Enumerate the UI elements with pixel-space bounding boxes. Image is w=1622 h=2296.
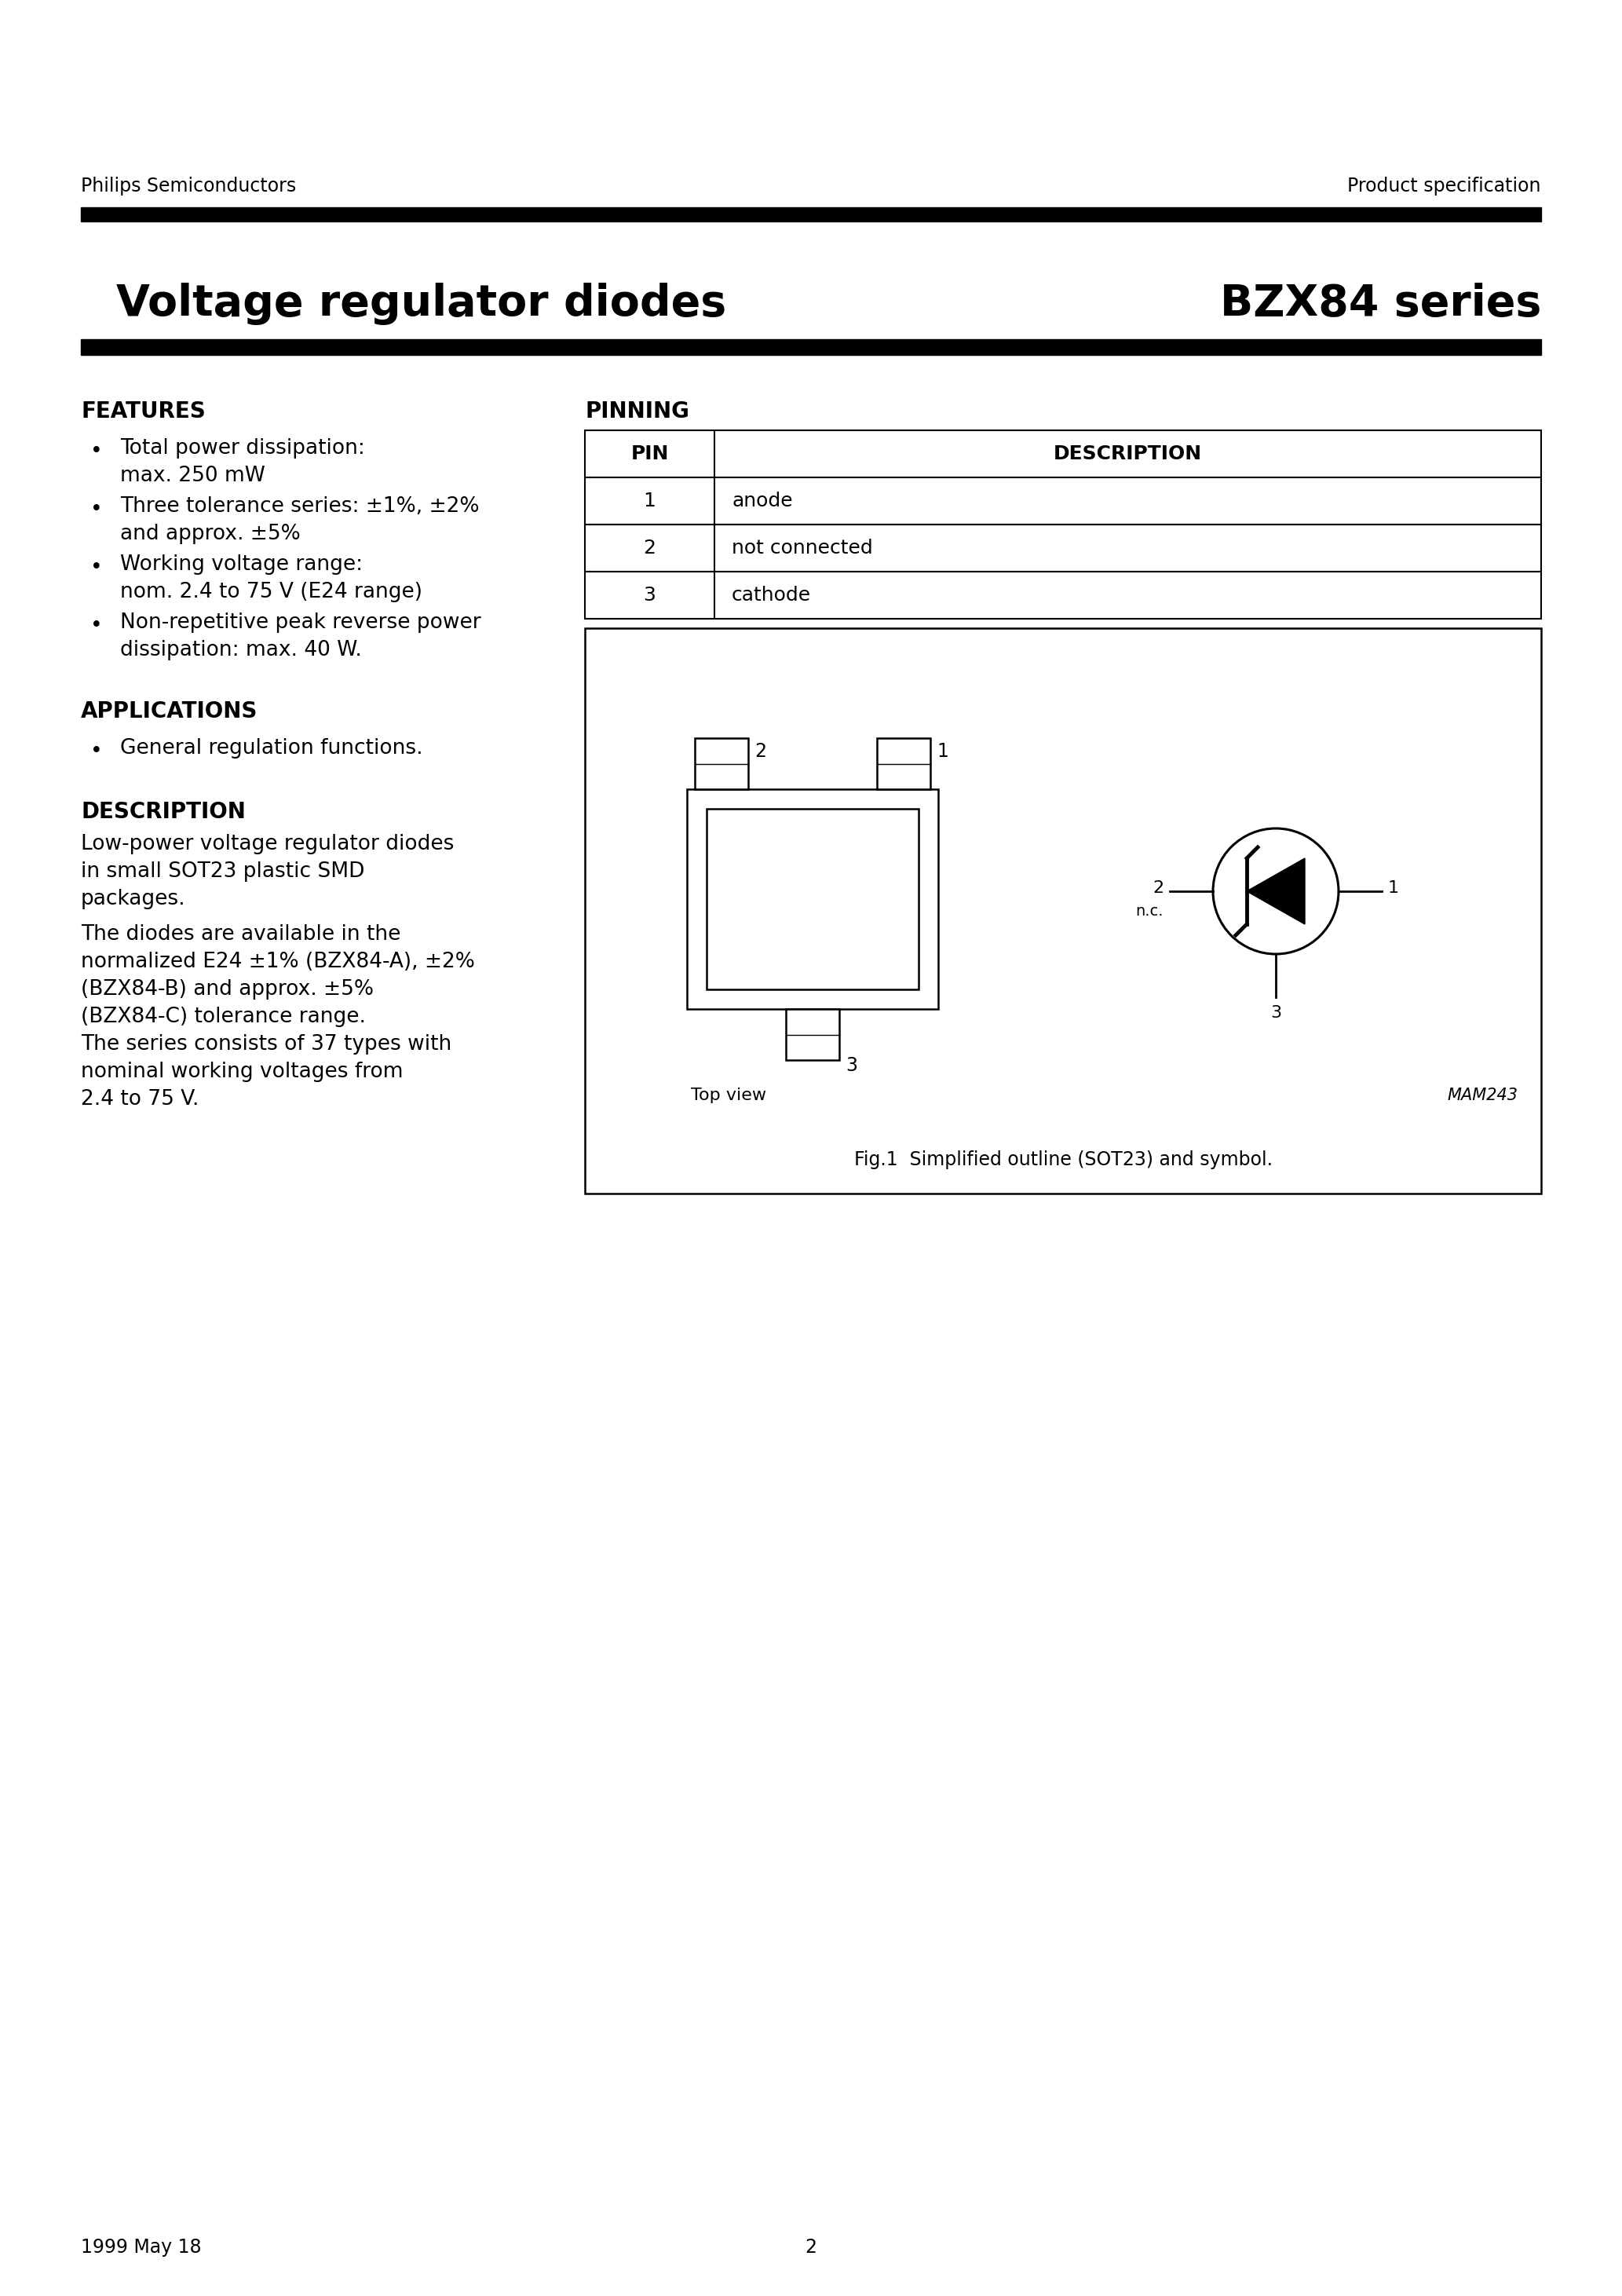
Text: cathode: cathode — [732, 585, 811, 604]
Bar — [688, 790, 938, 1008]
Text: 1: 1 — [936, 742, 949, 760]
Bar — [586, 429, 1541, 478]
Text: Non-repetitive peak reverse power
dissipation: max. 40 W.: Non-repetitive peak reverse power dissip… — [120, 613, 482, 661]
Text: Philips Semiconductors: Philips Semiconductors — [81, 177, 297, 195]
Text: Low-power voltage regulator diodes
in small SOT23 plastic SMD
packages.: Low-power voltage regulator diodes in sm… — [81, 833, 454, 909]
Text: Three tolerance series: ±1%, ±2%
and approx. ±5%: Three tolerance series: ±1%, ±2% and app… — [120, 496, 478, 544]
Text: FEATURES: FEATURES — [81, 400, 206, 422]
Bar — [81, 340, 1541, 356]
Text: •: • — [91, 441, 102, 461]
Bar — [81, 207, 1541, 220]
Text: 3: 3 — [1270, 1006, 1281, 1022]
Bar — [878, 737, 931, 790]
Text: APPLICATIONS: APPLICATIONS — [81, 700, 258, 723]
Bar — [787, 1008, 839, 1061]
Text: n.c.: n.c. — [1135, 905, 1163, 918]
Text: Total power dissipation:
max. 250 mW: Total power dissipation: max. 250 mW — [120, 439, 365, 487]
Text: •: • — [91, 558, 102, 579]
Bar — [694, 737, 748, 790]
Text: 2: 2 — [754, 742, 766, 760]
Text: Voltage regulator diodes: Voltage regulator diodes — [117, 282, 727, 326]
Text: Working voltage range:
nom. 2.4 to 75 V (E24 range): Working voltage range: nom. 2.4 to 75 V … — [120, 553, 422, 602]
Text: 2: 2 — [805, 2239, 817, 2257]
Text: DESCRIPTION: DESCRIPTION — [1054, 445, 1202, 464]
Bar — [586, 572, 1541, 618]
Text: BZX84 series: BZX84 series — [1220, 282, 1541, 326]
Text: •: • — [91, 615, 102, 636]
Bar — [586, 523, 1541, 572]
Text: Fig.1  Simplified outline (SOT23) and symbol.: Fig.1 Simplified outline (SOT23) and sym… — [853, 1150, 1272, 1169]
Text: anode: anode — [732, 491, 793, 510]
Bar — [586, 629, 1541, 1194]
Text: 3: 3 — [644, 585, 655, 604]
Polygon shape — [1247, 859, 1304, 925]
Text: •: • — [91, 501, 102, 519]
Text: The diodes are available in the
normalized E24 ±1% (BZX84-A), ±2%
(BZX84-B) and : The diodes are available in the normaliz… — [81, 925, 475, 1109]
Bar — [707, 808, 918, 990]
Text: PIN: PIN — [631, 445, 668, 464]
Text: MAM243: MAM243 — [1447, 1088, 1518, 1104]
Text: 1: 1 — [644, 491, 655, 510]
Text: 3: 3 — [845, 1056, 858, 1075]
Text: General regulation functions.: General regulation functions. — [120, 737, 423, 758]
Text: 1999 May 18: 1999 May 18 — [81, 2239, 201, 2257]
Text: not connected: not connected — [732, 540, 873, 558]
Text: Product specification: Product specification — [1348, 177, 1541, 195]
Text: 2: 2 — [1152, 879, 1163, 895]
Text: 1: 1 — [1388, 879, 1400, 895]
Text: 2: 2 — [644, 540, 655, 558]
Text: PINNING: PINNING — [586, 400, 689, 422]
Text: •: • — [91, 742, 102, 762]
Bar — [586, 478, 1541, 523]
Text: DESCRIPTION: DESCRIPTION — [81, 801, 245, 822]
Text: Top view: Top view — [691, 1088, 766, 1104]
